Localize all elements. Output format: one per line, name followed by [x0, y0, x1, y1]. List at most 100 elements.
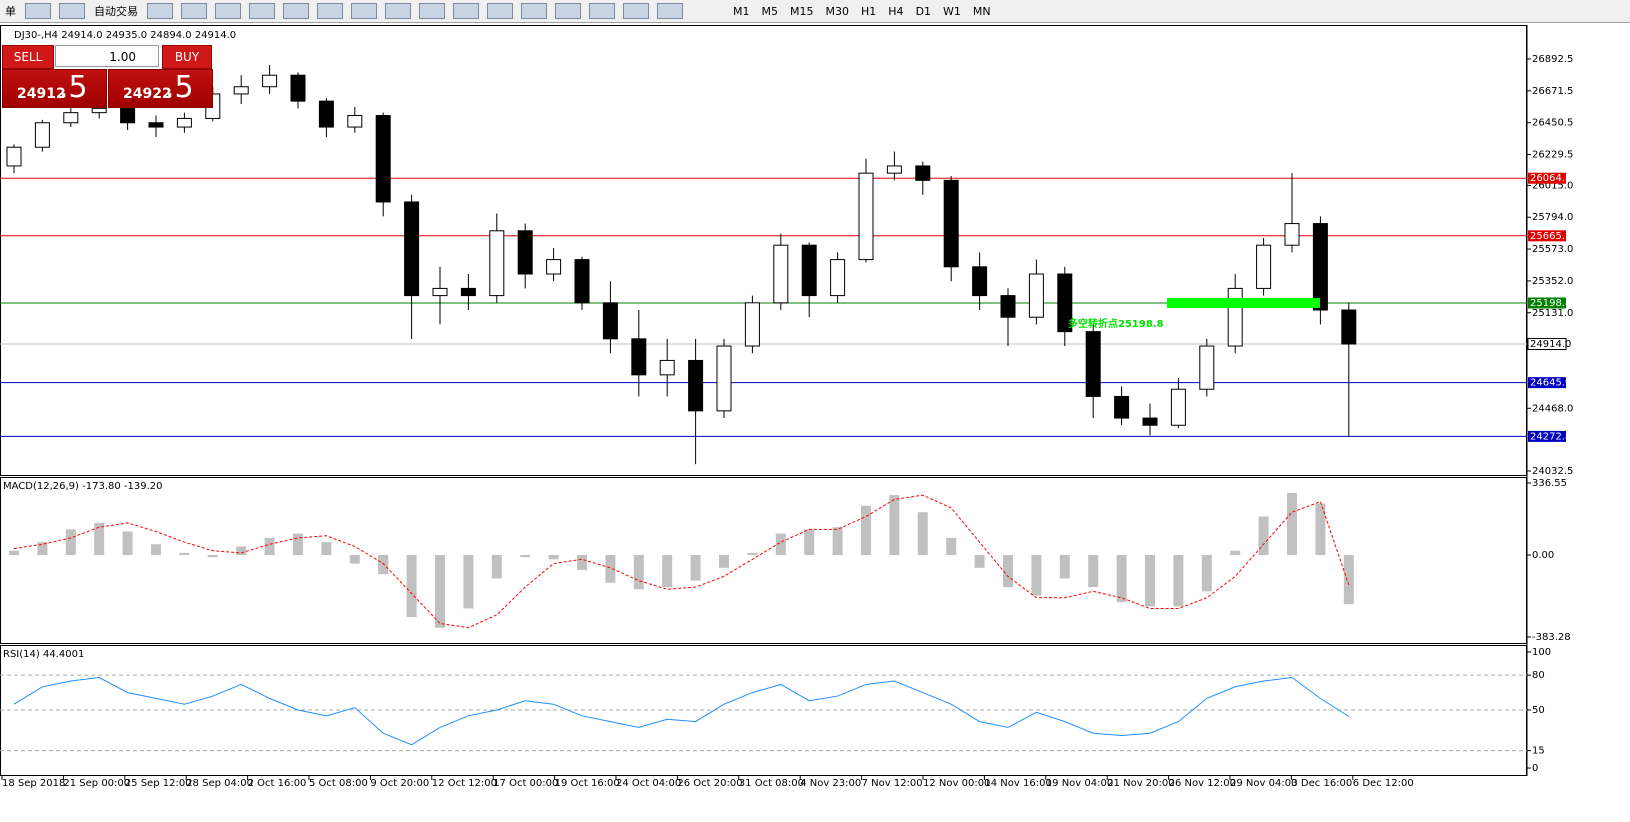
sell-price[interactable]: 24912.5 — [2, 69, 107, 108]
x-tick-label: 19 Oct 16:00 — [555, 778, 620, 789]
timeframe-button[interactable]: D1 — [915, 4, 932, 18]
panel-title: RSI(14) 44.4001 — [3, 649, 84, 660]
macd-bar — [1003, 555, 1013, 588]
macd-bar — [1031, 555, 1042, 596]
candle-body — [1256, 244, 1272, 289]
candle-body — [1284, 223, 1300, 246]
lot-input[interactable]: 1.00 — [55, 45, 159, 67]
timeframe-button[interactable]: M5 — [761, 4, 779, 18]
candle-body — [972, 266, 988, 297]
timeframe-button[interactable]: M1 — [733, 4, 750, 18]
macd-bar — [1315, 503, 1326, 556]
x-tick-label: 19 Nov 04:00 — [1046, 778, 1113, 789]
macd-bar — [463, 555, 474, 609]
x-tick-label: 17 Oct 00:00 — [493, 778, 558, 789]
macd-bar — [917, 512, 928, 556]
icon[interactable] — [351, 3, 377, 19]
timeframe-button[interactable]: H4 — [888, 4, 904, 18]
rsi-line — [13, 676, 1350, 746]
price-big: 24912 — [17, 86, 66, 102]
panel-frame — [0, 477, 1527, 644]
candle-body — [1341, 309, 1357, 345]
buy-price[interactable]: 24922.5 — [108, 69, 213, 108]
x-tick-label: 2 Oct 16:00 — [248, 778, 307, 789]
icon[interactable] — [487, 3, 513, 19]
macd-bar — [151, 544, 161, 556]
candle-body — [943, 179, 959, 268]
icon[interactable] — [657, 3, 683, 19]
level-label: 24914.0 — [1530, 339, 1571, 350]
timeframes: M1 M5 M15 M30 H1 H4 D1 W1 MN — [727, 4, 997, 19]
y-tick-label: 24468.0 — [1532, 403, 1573, 414]
candle-body — [120, 107, 136, 124]
candle-body — [1057, 273, 1073, 333]
macd-bar — [122, 531, 133, 556]
candle-body — [1199, 345, 1215, 390]
icon[interactable] — [589, 3, 615, 19]
icon[interactable] — [59, 3, 85, 19]
icon[interactable] — [453, 3, 479, 19]
icon[interactable] — [25, 3, 51, 19]
y-tick-label: 80 — [1532, 670, 1545, 681]
x-tick-label: 21 Nov 20:00 — [1107, 778, 1174, 789]
icon[interactable] — [215, 3, 241, 19]
macd-bar — [65, 529, 76, 556]
timeframe-button[interactable]: M30 — [825, 4, 850, 18]
y-tick-label: 15 — [1532, 746, 1545, 757]
level-label: 25198.8 — [1530, 298, 1571, 309]
buy-button[interactable]: BUY — [162, 45, 212, 69]
icon[interactable] — [385, 3, 411, 19]
candle-body — [915, 165, 931, 181]
macd-bar — [491, 555, 502, 579]
autotrade-button[interactable]: 自动交易 — [94, 5, 138, 18]
timeframe-button[interactable]: MN — [972, 4, 991, 18]
price-small: .5 — [165, 70, 194, 105]
level-label-box — [1528, 172, 1566, 184]
menu[interactable]: 单 — [5, 5, 16, 18]
level-label-box — [1528, 230, 1566, 242]
icon[interactable] — [623, 3, 649, 19]
timeframe-button[interactable]: W1 — [943, 4, 961, 18]
x-tick-label: 5 Oct 08:00 — [309, 778, 368, 789]
y-tick-label: 100 — [1532, 647, 1551, 658]
y-tick-label: -383.28 — [1532, 632, 1571, 643]
icon[interactable] — [249, 3, 275, 19]
y-tick-label: 26450.5 — [1532, 118, 1573, 129]
timeframe-button[interactable]: H1 — [861, 4, 877, 18]
macd-bar — [775, 533, 786, 556]
y-tick-label: 25573.0 — [1532, 244, 1573, 255]
sell-button[interactable]: SELL — [2, 45, 54, 69]
icon[interactable] — [419, 3, 445, 19]
candle-body — [1227, 287, 1243, 347]
macd-bar — [1201, 555, 1212, 592]
icon[interactable] — [181, 3, 207, 19]
candle-body — [432, 287, 448, 297]
icon[interactable] — [317, 3, 343, 19]
candle-body — [744, 302, 760, 347]
candle-body — [318, 100, 334, 128]
candle-body — [1085, 331, 1101, 397]
y-tick-label: 26229.5 — [1532, 150, 1573, 161]
icon[interactable] — [147, 3, 173, 19]
macd-bar — [1343, 555, 1354, 605]
timeframe-button[interactable]: M15 — [790, 4, 814, 18]
level-label-box — [1527, 338, 1567, 351]
signal-line — [13, 494, 1350, 629]
level-label-box — [1528, 377, 1566, 389]
level-label: 26064.8 — [1530, 173, 1571, 184]
candle-body — [375, 115, 391, 203]
y-tick-label: 24032.5 — [1532, 466, 1573, 477]
candle-body — [1170, 388, 1186, 426]
macd-bar — [1258, 516, 1269, 556]
x-tick-label: 28 Sep 04:00 — [186, 778, 253, 789]
icon[interactable] — [555, 3, 581, 19]
y-tick-label: 25352.0 — [1532, 276, 1573, 287]
icon[interactable] — [283, 3, 309, 19]
candle-body — [1000, 295, 1016, 318]
icon[interactable] — [521, 3, 547, 19]
y-tick-label: 336.55 — [1532, 478, 1567, 489]
candle-body — [801, 244, 817, 297]
macd-bar — [1145, 555, 1155, 607]
candle-body — [262, 74, 278, 88]
